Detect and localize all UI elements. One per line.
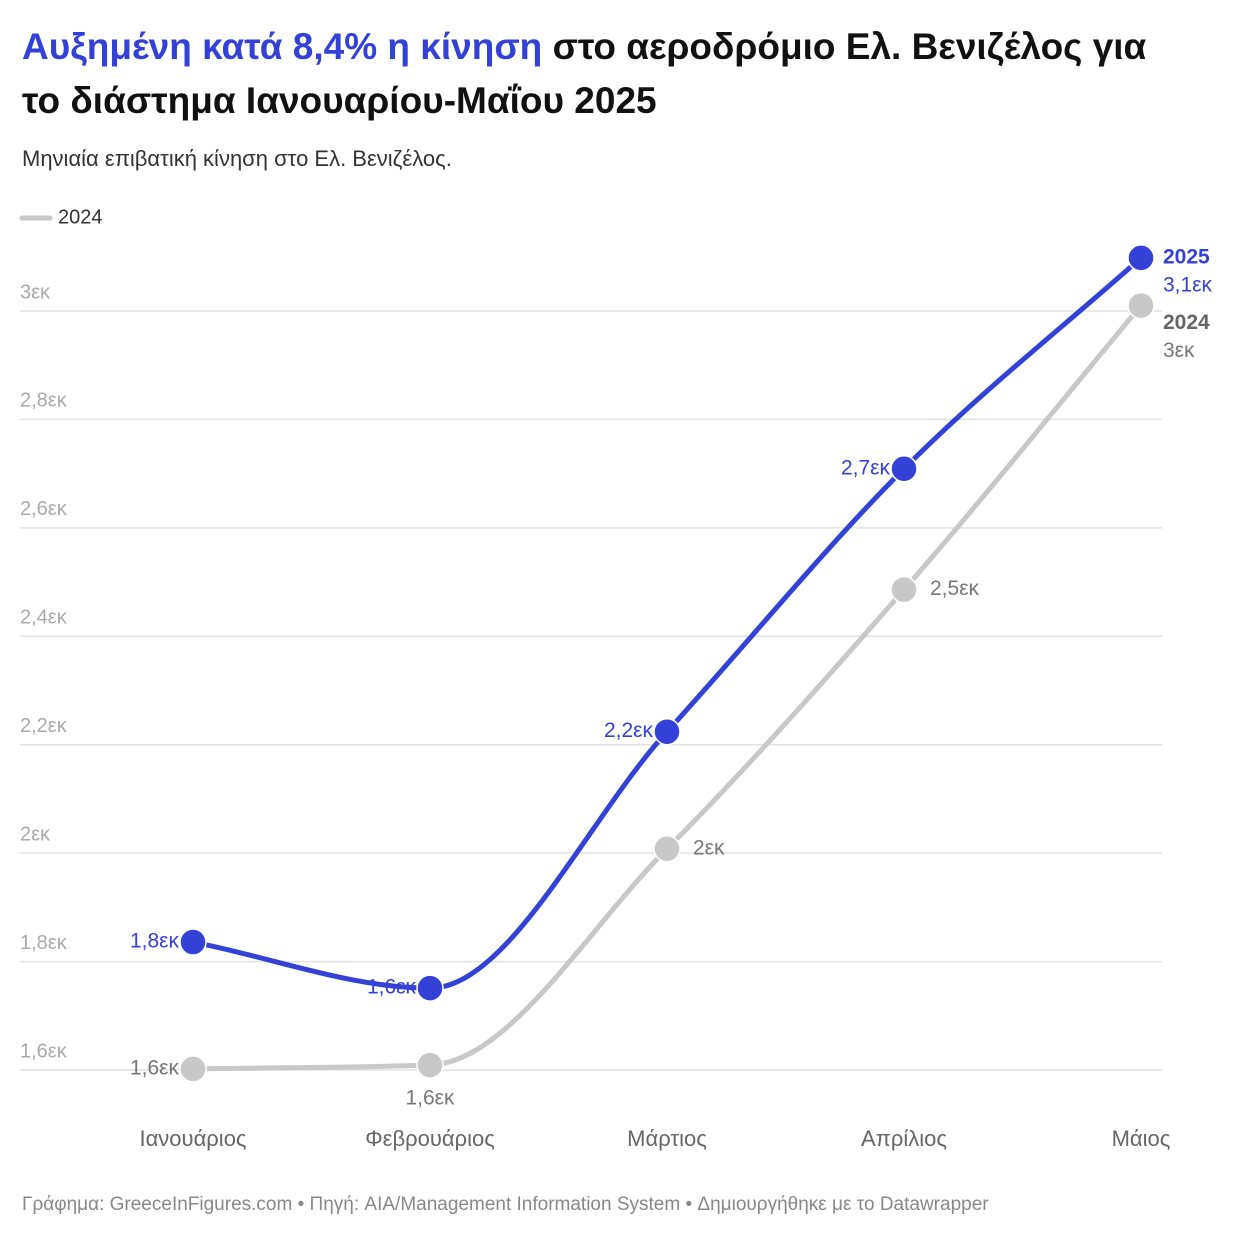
chart-title: Αυξημένη κατά 8,4% η κίνηση στο αεροδρόμ… [22, 20, 1172, 128]
x-tick-label: Μάρτιος [627, 1126, 707, 1151]
series-end-label: 2024 [1163, 311, 1210, 334]
point [890, 575, 918, 604]
x-tick-label: Φεβρουάριος [365, 1126, 495, 1151]
chart: 1,6εκ 1,8εκ 2εκ 2,2εκ 2,4εκ 2,6εκ 2,8εκ 3εκ Ιανο… [19, 206, 1213, 1151]
y-tick-label: 2,8εκ [20, 390, 68, 412]
series-end-label: 2025 [1163, 245, 1210, 268]
x-tick-label: Ιανουάριος [139, 1126, 246, 1151]
value-label: 3,1εκ [1163, 273, 1213, 296]
y-tick-label: 1,6εκ [20, 1040, 68, 1062]
value-label: 1,6εκ [405, 1087, 455, 1110]
title-rest: στο αεροδρόμιο Ελ. Βενιζέλος για το διάσ… [22, 26, 1147, 121]
value-label: 2,2εκ [604, 719, 654, 742]
y-tick-label: 2,4εκ [20, 607, 68, 629]
point [1127, 291, 1155, 320]
y-tick-label: 2,6εκ [20, 498, 68, 520]
value-label: 1,6εκ [367, 976, 417, 999]
point [179, 928, 207, 956]
subtitle: Μηνιαία επιβατική κίνηση στο Ελ. Βενιζέλ… [22, 146, 452, 171]
value-label: 1,8εκ [130, 930, 180, 953]
y-tick-label: 2,2εκ [20, 715, 68, 737]
legend-label: 2024 [58, 206, 103, 228]
value-label: 2,5εκ [930, 577, 980, 600]
series-line [192, 256, 1143, 991]
point [890, 455, 918, 483]
point [653, 717, 681, 746]
point [179, 1055, 207, 1083]
y-tick-label: 1,8εκ [20, 932, 68, 954]
point [416, 974, 444, 1002]
value-label: 1,6εκ [130, 1056, 180, 1079]
y-tick-label: 2εκ [20, 823, 51, 845]
y-tick-label: 3εκ [20, 281, 51, 303]
source: Γράφημα: GreeceInFigures.com • Πηγή: AIA… [22, 1194, 989, 1215]
title-highlight: Αυξημένη κατά 8,4% η κίνηση [22, 26, 543, 67]
point [416, 1051, 444, 1079]
value-label: 2,7εκ [841, 456, 891, 479]
point [653, 835, 681, 863]
x-tick-label: Μάιος [1112, 1126, 1171, 1151]
x-tick-label: Απρίλιος [861, 1126, 947, 1151]
series-line [192, 303, 1143, 1072]
point [1127, 244, 1155, 272]
value-label: 3εκ [1163, 339, 1195, 362]
value-label: 2εκ [693, 836, 725, 859]
